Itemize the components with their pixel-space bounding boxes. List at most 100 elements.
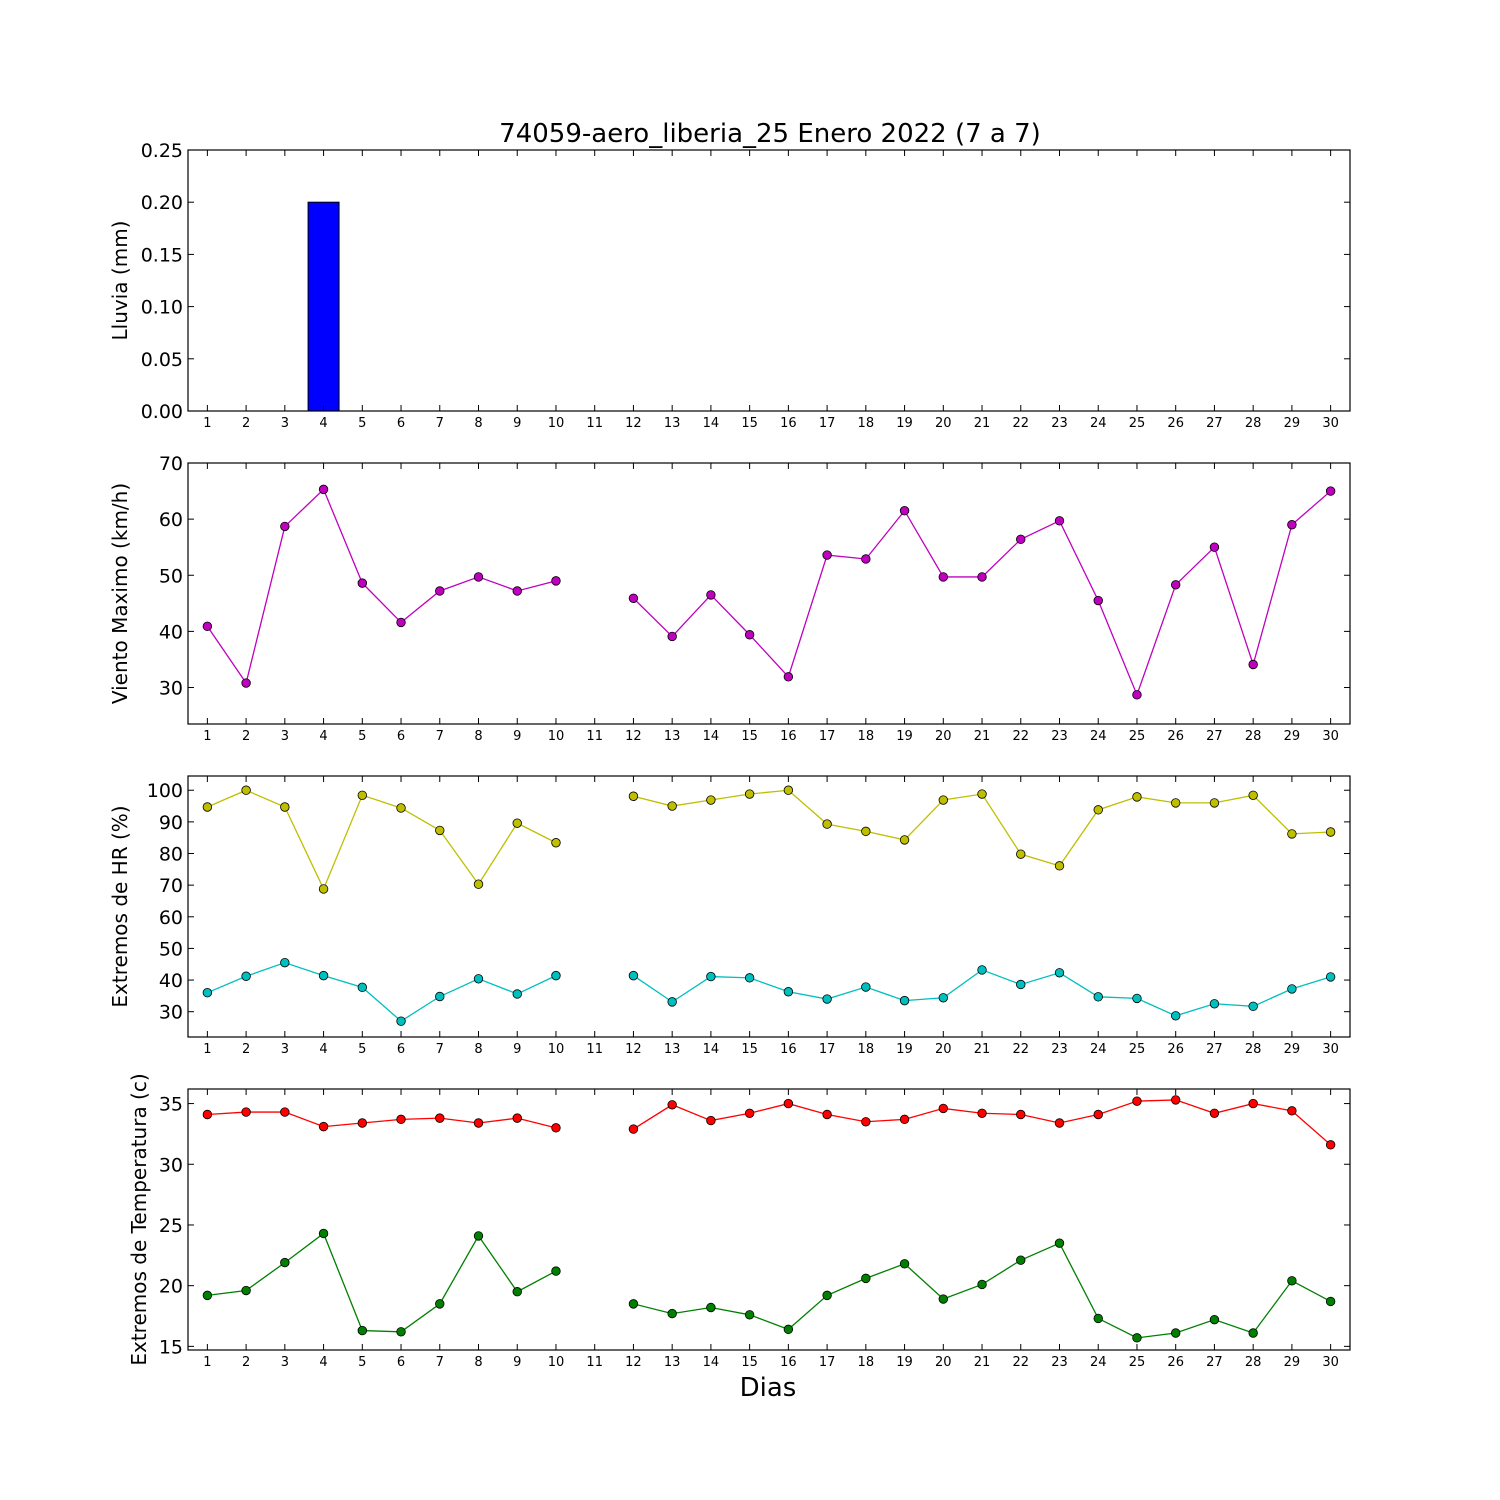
x-tick-label: 27 [1206,416,1223,431]
data-point [1325,1140,1336,1150]
data-point [1325,827,1336,837]
data-point [1325,972,1336,982]
x-tick-label: 6 [397,729,405,744]
data-point [318,484,329,495]
data-point [744,1310,755,1320]
x-tick-label: 10 [548,729,565,744]
data-point [357,982,368,993]
data-point [861,982,871,992]
data-point [977,1108,987,1118]
x-tick-label: 26 [1167,729,1184,744]
data-point [318,884,329,894]
x-tick-label: 1 [203,416,211,431]
data-point [241,785,251,795]
x-tick-label: 15 [741,1042,758,1057]
x-tick-label: 21 [974,1355,991,1370]
x-tick-label: 25 [1129,1042,1146,1057]
data-point [1054,1118,1065,1128]
x-tick-label: 19 [896,729,913,744]
y-tick-label: 20 [159,1276,183,1298]
y-tick-label: 30 [159,678,183,700]
data-point [473,1231,484,1241]
x-tick-label: 11 [586,1355,603,1370]
data-point [241,971,251,981]
axes-frame [187,775,1351,1038]
x-tick-label: 27 [1206,1355,1223,1370]
data-point [512,1113,522,1123]
data-point [1248,1098,1258,1109]
x-tick-label: 1 [203,1042,211,1057]
y-tick-label: 50 [159,565,183,587]
x-tick-label: 23 [1051,1042,1068,1057]
x-tick-label: 5 [358,729,366,744]
x-tick-label: 11 [586,416,603,431]
data-point [1016,849,1026,859]
x-tick-label: 14 [703,729,720,744]
x-tick-label: 20 [935,1355,952,1370]
x-tick-label: 19 [896,1355,913,1370]
data-point [783,672,794,682]
data-point [822,1109,832,1120]
data-point [628,593,639,603]
x-tick-label: 28 [1245,729,1262,744]
data-point [1287,984,1297,994]
x-tick-label: 25 [1129,729,1146,744]
x-tick-label: 27 [1206,729,1223,744]
x-tick-label: 22 [1012,1355,1029,1370]
y-tick-label: 0.10 [141,297,183,319]
data-point [357,1118,368,1128]
subplot-2: 1 2 3 4 5 6 7 8 9 10 11 12 13 14 15 16 17 18 19 20 21 22 23 24 2… [108,453,1351,744]
data-point [822,1290,832,1301]
x-tick-label: 15 [741,416,758,431]
x-tick-label: 12 [625,416,642,431]
x-tick-label: 10 [548,1042,565,1057]
y-tick-label: 30 [159,1002,183,1024]
data-point [899,1114,910,1125]
data-point [1209,1314,1220,1325]
x-tick-label: 12 [625,729,642,744]
data-point [706,971,716,982]
x-tick-label: 6 [397,1042,405,1057]
data-point [1016,979,1026,990]
x-tick-label: 13 [664,1042,681,1057]
data-point [318,1121,329,1132]
subplots: 1 2 3 4 5 6 7 8 9 10 11 12 13 14 15 16 17 18 19 20 21 22 23 24 2… [108,140,1351,1370]
data-point [1170,798,1181,808]
y-tick-label: 35 [159,1094,183,1116]
data-point [551,1123,561,1133]
x-tick-label: 18 [858,416,875,431]
x-tick-label: 5 [358,1042,366,1057]
y-tick-label: 50 [159,938,183,960]
y-tick-label: 15 [159,1336,183,1358]
series-1 [202,1095,1336,1150]
data-point [473,974,484,984]
data-point [822,550,832,560]
data-point [822,819,832,829]
x-tick-label: 9 [513,1355,521,1370]
data-point [202,1109,213,1120]
x-tick-label: 2 [242,1355,250,1370]
data-point [977,572,987,582]
data-point [1287,1276,1297,1286]
x-tick-label: 29 [1284,416,1301,431]
x-axis-label: Dias [740,1373,797,1403]
data-point [667,1308,677,1319]
x-tick-label: 8 [474,729,482,744]
data-point [202,988,213,998]
x-tick-label: 17 [819,1355,836,1370]
bar [307,201,340,412]
x-tick-label: 28 [1245,1042,1262,1057]
data-point [473,1118,484,1128]
x-tick-label: 28 [1245,416,1262,431]
data-point [1248,1001,1258,1012]
data-point [783,987,794,997]
data-point [706,1115,716,1126]
data-point [512,989,522,999]
x-tick-label: 7 [436,1355,444,1370]
data-point [435,991,445,1002]
x-tick-label: 20 [935,729,952,744]
data-point [435,825,445,836]
data-point [280,802,290,812]
x-tick-label: 23 [1051,416,1068,431]
